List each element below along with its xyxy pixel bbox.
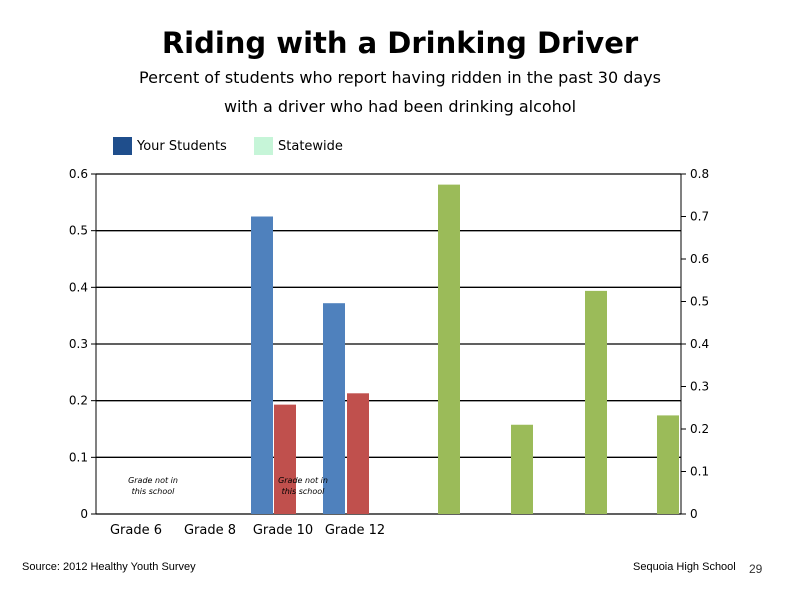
legend-label-your-students: Your Students	[137, 138, 227, 154]
left-tick-label: 0.3	[69, 337, 88, 351]
bar	[274, 404, 296, 514]
chart-subtitle-line-1: Percent of students who report having ri…	[139, 68, 661, 87]
right-tick-label: 0.7	[690, 210, 709, 224]
page-number: 29	[749, 562, 763, 576]
bar	[347, 393, 369, 514]
right-tick-label: 0.6	[690, 252, 709, 266]
grade-not-in-school-note: Grade not in	[278, 476, 328, 485]
right-tick-label: 0.3	[690, 380, 709, 394]
grade-not-in-school-note: this school	[282, 487, 326, 496]
right-tick-label: 0.5	[690, 295, 709, 309]
category-label: Grade 6	[110, 523, 162, 538]
right-tick-label: 0.1	[690, 465, 709, 479]
right-tick-label: 0.4	[690, 337, 709, 351]
legend-label-statewide: Statewide	[278, 138, 343, 154]
legend-item-statewide: Statewide	[254, 137, 343, 155]
right-tick-label: 0	[690, 507, 698, 521]
grade-not-in-school-note: this school	[132, 487, 176, 496]
chart-title: Riding with a Drinking Driver	[161, 26, 639, 60]
category-label: Grade 10	[253, 523, 313, 538]
bar	[251, 216, 273, 514]
grade-not-in-school-note: Grade not in	[128, 476, 178, 485]
bar	[511, 424, 533, 514]
category-label: Grade 12	[325, 523, 385, 538]
left-tick-label: 0.2	[69, 394, 88, 408]
left-tick-label: 0.6	[69, 167, 88, 181]
legend-swatch-your-students	[113, 137, 132, 155]
school-name: Sequoia High School	[633, 561, 736, 573]
left-tick-label: 0	[80, 507, 88, 521]
left-tick-label: 0.1	[69, 450, 88, 464]
bar	[438, 184, 460, 514]
legend-swatch-statewide	[254, 137, 273, 155]
bar	[657, 415, 679, 514]
category-label: Grade 8	[184, 523, 236, 538]
left-tick-label: 0.4	[69, 280, 88, 294]
bar	[585, 290, 607, 514]
right-tick-label: 0.2	[690, 422, 709, 436]
bar	[323, 303, 345, 514]
source-note: Source: 2012 Healthy Youth Survey	[22, 561, 196, 573]
left-tick-label: 0.5	[69, 224, 88, 238]
legend-item-your-students: Your Students	[113, 137, 227, 155]
right-tick-label: 0.8	[690, 167, 709, 181]
chart-subtitle-line-2: with a driver who had been drinking alco…	[223, 97, 577, 116]
